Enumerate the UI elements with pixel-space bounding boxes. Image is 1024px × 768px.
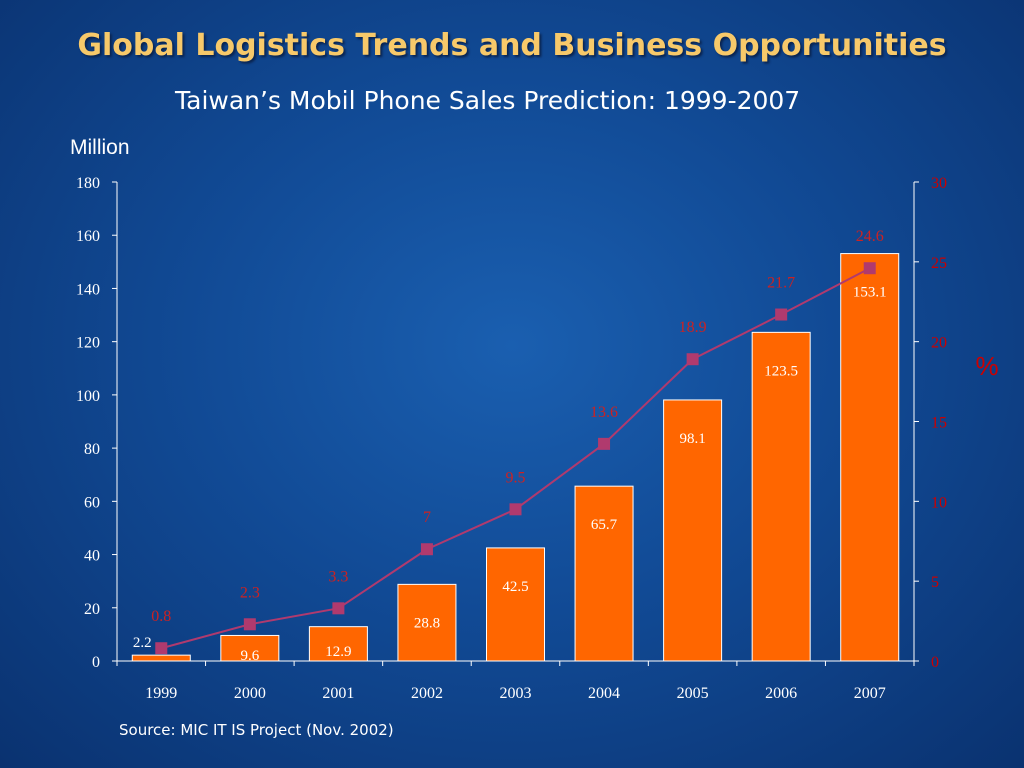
bar-1999 <box>131 654 191 662</box>
rate-value-label: 13.6 <box>590 404 618 421</box>
rate-value-label: 24.6 <box>856 228 884 245</box>
rate-marker-2002 <box>420 543 433 556</box>
y2-tick-label: 5 <box>931 574 939 591</box>
x-tick-label: 1999 <box>145 685 177 702</box>
chart-axes: 0 20 40 60 80 100 120 140 160 180 0 5 10 15 20 25 30 1999… <box>76 175 999 702</box>
y-tick-label: 60 <box>84 494 100 511</box>
rate-value-label: 21.7 <box>767 275 795 292</box>
y2-tick-label: 25 <box>931 255 947 272</box>
x-tick-label: 2007 <box>854 685 886 702</box>
y-tick-label: 0 <box>92 654 100 671</box>
y2-tick-label: 20 <box>931 335 947 352</box>
x-tick-label: 2004 <box>588 685 620 702</box>
bar-2002 <box>397 583 457 662</box>
rate-marker-2004 <box>598 437 611 450</box>
bar-2005 <box>663 399 723 662</box>
x-tick-label: 2002 <box>411 685 443 702</box>
rate-marker-1999 <box>155 642 168 655</box>
rate-marker-2005 <box>686 353 699 366</box>
rate-marker-2006 <box>775 308 788 321</box>
rate-marker-2003 <box>509 503 522 516</box>
y-tick-label: 100 <box>76 388 100 405</box>
bar-2006 <box>751 331 811 662</box>
rate-marker-2000 <box>243 618 256 631</box>
x-tick-label: 2000 <box>234 685 266 702</box>
bar-value-label: 153.1 <box>853 285 887 301</box>
x-tick-label: 2005 <box>677 685 709 702</box>
bar-value-label: 28.8 <box>414 615 440 631</box>
rate-marker-2007 <box>863 262 876 275</box>
chart-subtitle: Taiwan’s Mobil Phone Sales Prediction: 1… <box>175 86 801 115</box>
rate-value-label: 18.9 <box>679 319 707 336</box>
y-tick-label: 140 <box>76 281 100 298</box>
y2-tick-label: 10 <box>931 494 947 511</box>
rate-value-label: 3.3 <box>328 568 348 585</box>
bar-2007 <box>840 253 900 662</box>
y2-tick-label: 30 <box>931 175 947 192</box>
bar-value-label: 123.5 <box>764 363 798 379</box>
rate-line-series <box>155 262 876 655</box>
rate-value-label: 2.3 <box>240 584 260 601</box>
chart-labels: 2.2 9.6 12.9 28.8 42.5 65.7 98.1 123.5 153.1 0.8 2… <box>133 228 887 664</box>
bar-value-label: 2.2 <box>133 635 152 651</box>
slide-title: Global Logistics Trends and Business Opp… <box>77 28 947 63</box>
rate-value-label: 9.5 <box>506 469 526 486</box>
bar-value-label: 65.7 <box>591 517 618 533</box>
x-tick-label: 2001 <box>322 685 354 702</box>
y-axis-unit-label: Million <box>70 136 130 159</box>
bar-series <box>131 253 900 662</box>
rate-marker-2001 <box>332 602 345 615</box>
y-tick-label: 40 <box>84 548 100 565</box>
bar-value-label: 42.5 <box>502 579 528 595</box>
bar-value-label: 9.6 <box>240 648 259 664</box>
rate-value-label: 0.8 <box>151 608 171 625</box>
y2-tick-label: 0 <box>931 654 939 671</box>
bar-value-label: 98.1 <box>679 431 705 447</box>
rate-value-label: 7 <box>423 509 431 526</box>
y2-axis-unit-label: % <box>975 351 998 381</box>
x-tick-label: 2003 <box>500 685 532 702</box>
y-tick-label: 180 <box>76 175 100 192</box>
bar-2001 <box>308 626 368 662</box>
y2-tick-label: 15 <box>931 415 947 432</box>
y-tick-label: 120 <box>76 335 100 352</box>
bar-2004 <box>574 485 634 662</box>
bar-2003 <box>486 547 545 662</box>
y-tick-label: 20 <box>84 601 100 618</box>
y-tick-label: 80 <box>84 441 100 458</box>
bar-value-label: 12.9 <box>325 644 351 660</box>
x-tick-label: 2006 <box>765 685 797 702</box>
source-note: Source: MIC IT IS Project (Nov. 2002) <box>119 721 394 739</box>
y-tick-label: 160 <box>76 228 100 245</box>
